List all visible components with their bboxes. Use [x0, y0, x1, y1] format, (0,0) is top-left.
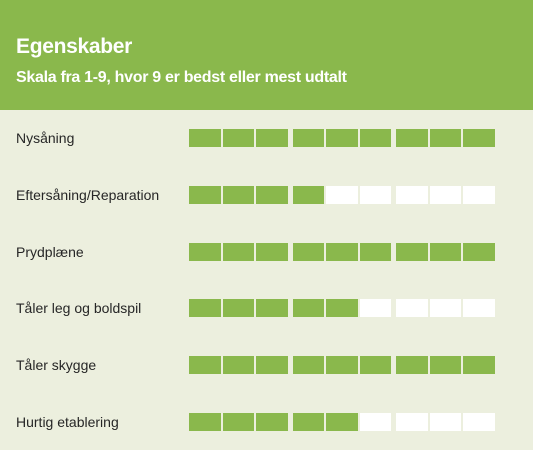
rating-segment-filled — [189, 356, 223, 375]
rating-segment-empty — [396, 412, 430, 431]
rating-segment-filled — [396, 356, 430, 375]
rating-segment-filled — [359, 242, 393, 261]
rating-segment-filled — [256, 242, 290, 261]
rating-segment-empty — [463, 186, 497, 205]
property-row-prydplaene: Prydplæne — [0, 223, 533, 280]
property-label: Nysåning — [16, 130, 75, 147]
rating-segment-filled — [292, 356, 326, 375]
rating-segment-filled — [326, 299, 360, 318]
rating-segment-filled — [359, 356, 393, 375]
rating-segment-filled — [292, 242, 326, 261]
header-title: Egenskaber — [16, 35, 133, 58]
rating-segment-filled — [189, 412, 223, 431]
rating-segment-filled — [463, 129, 497, 148]
rating-segment-filled — [326, 242, 360, 261]
rating-segment-empty — [396, 299, 430, 318]
rating-segment-filled — [429, 356, 463, 375]
property-label: Eftersåning/Reparation — [16, 187, 160, 204]
rating-segment-filled — [222, 412, 256, 431]
rating-bar — [189, 356, 497, 375]
rating-segment-filled — [429, 129, 463, 148]
rating-segment-empty — [429, 186, 463, 205]
rating-segment-filled — [189, 129, 223, 148]
rating-segment-filled — [189, 186, 223, 205]
rating-bar — [189, 242, 497, 261]
rating-bar — [189, 412, 497, 431]
rating-segment-empty — [359, 186, 393, 205]
rating-segment-empty — [359, 299, 393, 318]
rating-segment-filled — [359, 129, 393, 148]
rating-bar — [189, 186, 497, 205]
rating-segment-filled — [189, 299, 223, 318]
property-row-eftersaaning: Eftersåning/Reparation — [0, 167, 533, 224]
rating-segment-filled — [222, 356, 256, 375]
property-label: Prydplæne — [16, 243, 84, 260]
property-row-hurtig-etablering: Hurtig etablering — [0, 393, 533, 450]
rating-segment-filled — [256, 412, 290, 431]
rating-segment-filled — [256, 356, 290, 375]
rating-segment-filled — [396, 129, 430, 148]
property-row-nysaaning: Nysåning — [0, 110, 533, 167]
rating-segment-filled — [222, 242, 256, 261]
rating-segment-filled — [326, 356, 360, 375]
rating-segment-empty — [429, 299, 463, 318]
rating-segment-filled — [396, 242, 430, 261]
header-subtitle: Skala fra 1-9, hvor 9 er bedst eller mes… — [16, 69, 347, 86]
rating-bar — [189, 129, 497, 148]
property-label: Tåler skygge — [16, 357, 97, 374]
rating-segment-filled — [292, 186, 326, 205]
rating-segment-filled — [256, 129, 290, 148]
rating-segment-filled — [463, 356, 497, 375]
rating-segment-empty — [429, 412, 463, 431]
rating-segment-empty — [396, 186, 430, 205]
rating-segment-empty — [463, 299, 497, 318]
rating-segment-filled — [222, 299, 256, 318]
rating-segment-empty — [326, 186, 360, 205]
rating-segment-filled — [463, 242, 497, 261]
rating-segment-filled — [292, 412, 326, 431]
rating-segment-filled — [292, 129, 326, 148]
property-label: Tåler leg og boldspil — [16, 300, 142, 317]
rating-segment-filled — [189, 242, 223, 261]
property-row-taaler-leg: Tåler leg og boldspil — [0, 280, 533, 337]
rating-segment-filled — [326, 412, 360, 431]
rating-segment-empty — [463, 412, 497, 431]
property-label: Hurtig etablering — [16, 413, 119, 430]
rating-segment-empty — [359, 412, 393, 431]
rating-segment-filled — [429, 242, 463, 261]
rating-bar — [189, 299, 497, 318]
rating-segment-filled — [292, 299, 326, 318]
rating-segment-filled — [256, 186, 290, 205]
rating-segment-filled — [222, 186, 256, 205]
properties-header: Egenskaber Skala fra 1-9, hvor 9 er beds… — [0, 0, 533, 110]
rating-segment-filled — [222, 129, 256, 148]
properties-list: Nysåning Eftersåning/Reparation Prydplæn… — [0, 110, 533, 450]
property-row-taaler-skygge: Tåler skygge — [0, 337, 533, 394]
rating-segment-filled — [256, 299, 290, 318]
rating-segment-filled — [326, 129, 360, 148]
